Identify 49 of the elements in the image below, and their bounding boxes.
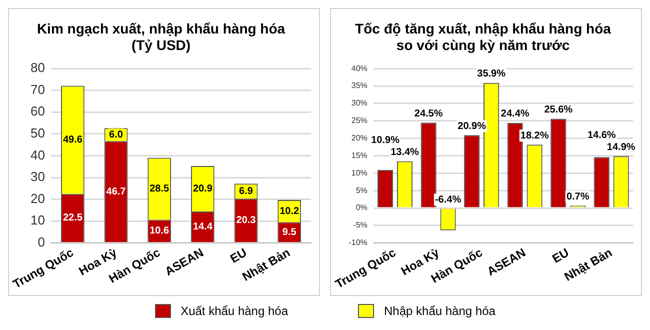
data-label: 9.5	[282, 226, 297, 238]
data-label: 20.9	[192, 183, 213, 194]
y-tick-label: 15%	[351, 150, 368, 160]
data-label: 6.0	[109, 129, 124, 140]
x-tick-label: EU	[228, 245, 250, 266]
data-label: 14.6%	[587, 130, 616, 141]
data-label: 49.6	[62, 134, 83, 146]
data-label: 20.3	[236, 215, 256, 226]
legend-label: Nhập khẩu hàng hóa	[384, 304, 496, 318]
chart-title: Kim ngạch xuất, nhập khẩu hàng hóa (Tỷ USD)	[36, 20, 286, 54]
data-label: 24.4%	[500, 108, 530, 120]
data-label: 35.9%	[477, 68, 506, 80]
data-label: 14.9%	[606, 142, 636, 153]
data-label: 24.5%	[414, 108, 443, 120]
y-tick-label: 70	[30, 82, 46, 97]
y-tick-label: 20	[30, 190, 46, 206]
data-label: 20.9%	[458, 120, 486, 132]
x-tick-label: EU	[550, 245, 572, 266]
y-tick-label: 50	[30, 126, 46, 141]
y-tick-label: 0%	[356, 203, 368, 212]
y-tick-label: 80	[30, 60, 46, 76]
data-label: 14.4	[192, 222, 213, 233]
legend-label: Xuất khẩu hàng hóa	[180, 304, 288, 318]
y-tick-label: 25%	[351, 116, 368, 126]
y-tick-label: -5%	[353, 220, 368, 230]
y-tick-label: 60	[30, 104, 46, 119]
y-tick-label: 40	[30, 147, 46, 162]
y-tick-label: 20%	[351, 134, 368, 143]
data-label: 25.6%	[544, 104, 573, 116]
y-tick-label: 30	[30, 169, 46, 184]
data-label: 18.2%	[520, 130, 549, 142]
data-label: 10.2	[280, 206, 300, 217]
data-label: 10.6	[150, 226, 170, 237]
data-label: 0.7%	[566, 191, 590, 202]
data-label: 13.4%	[390, 147, 420, 158]
y-tick-label: 5%	[356, 186, 368, 195]
y-tick-label: 30%	[351, 98, 368, 108]
data-label: 46.7	[106, 186, 126, 198]
data-label: 28.5	[150, 183, 170, 194]
y-tick-label: -10%	[348, 238, 368, 248]
data-label: -6.4%	[434, 194, 462, 206]
chart-title: Tốc độ tăng xuất, nhập khẩu hàng hóa so với cùng kỳ năm trước	[355, 20, 612, 54]
data-label: 6.9	[239, 186, 254, 197]
y-tick-label: 40%	[351, 64, 368, 73]
data-label: 10.9%	[371, 135, 400, 146]
y-tick-label: 10	[30, 212, 46, 228]
y-tick-label: 10%	[351, 168, 368, 178]
data-label: 22.5	[62, 212, 83, 224]
y-tick-label: 35%	[351, 81, 368, 90]
